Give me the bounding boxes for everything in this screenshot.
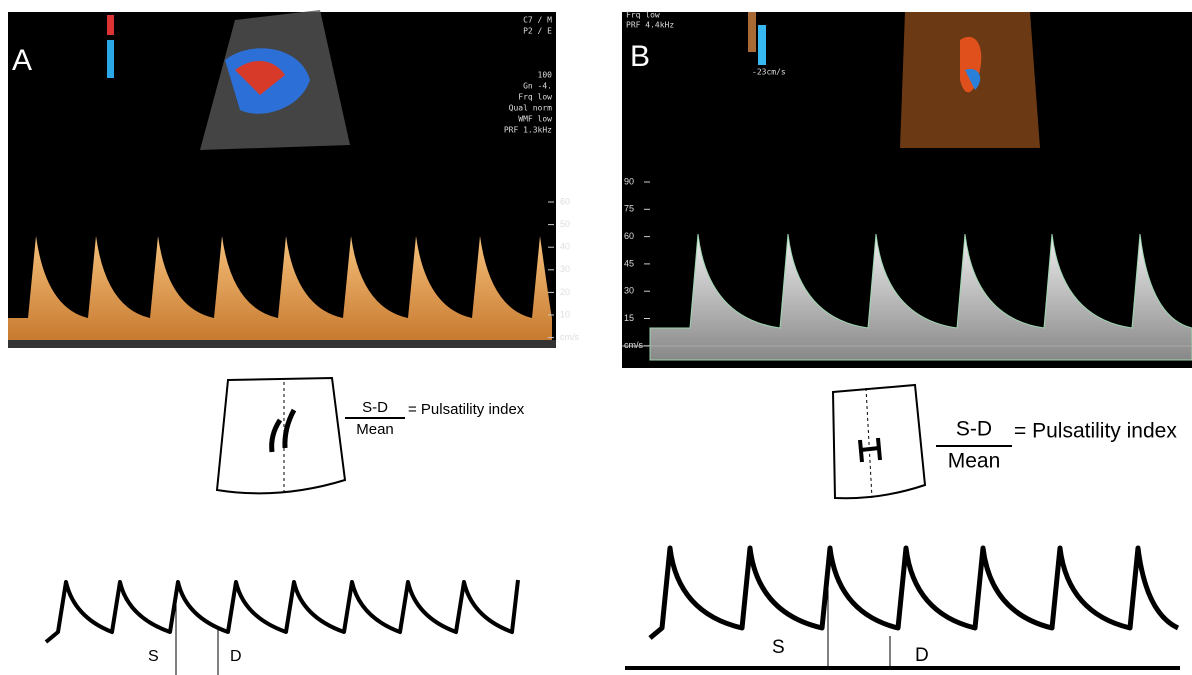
colorbar-a — [107, 15, 114, 35]
figure: A B S-D Mean = Pulsatility index S-D Mea… — [0, 0, 1192, 675]
overlay-text: Qual norm — [509, 104, 553, 113]
s-label: S — [148, 648, 159, 665]
axis-tick-label: 60 — [560, 196, 570, 206]
panel-label: B — [630, 40, 650, 73]
overlay-text: 100 — [538, 71, 553, 80]
overlay-text: Frq low — [626, 11, 660, 20]
colorbar-b — [748, 12, 756, 52]
s-label: S — [772, 637, 785, 658]
axis-tick-label: 90 — [624, 176, 634, 186]
numerator: S-D — [362, 399, 388, 416]
colorbar-a2 — [107, 40, 114, 78]
overlay-text: WMF low — [518, 115, 552, 124]
baseline-a — [8, 340, 556, 348]
axis-tick-label: 20 — [560, 287, 570, 297]
formula-result: = Pulsatility index — [1014, 420, 1177, 443]
axis-tick-label: 30 — [624, 286, 634, 296]
overlay-text: C7 / M — [523, 16, 552, 25]
overlay-text: Frq low — [518, 93, 552, 102]
probe-diagram-a — [217, 378, 345, 493]
d-label: D — [915, 645, 929, 666]
axis-tick-label: cm/s — [624, 340, 643, 350]
overlay-text: PRF 4.4kHz — [626, 21, 674, 30]
trace-b — [650, 548, 1178, 638]
axis-tick-label: 60 — [624, 231, 634, 241]
axis-tick-label: 45 — [624, 258, 634, 268]
panel-label: A — [12, 44, 32, 77]
overlay-text: PRF 1.3kHz — [504, 126, 552, 135]
axis-tick-label: cm/s — [560, 332, 579, 342]
numerator: S-D — [956, 418, 992, 441]
axis-tick-label: 40 — [560, 242, 570, 252]
axis-tick-label: 50 — [560, 219, 570, 229]
overlay-text: Gn -4. — [523, 82, 552, 91]
colorbar-b2 — [758, 25, 766, 65]
trace-a — [46, 580, 518, 642]
formula-result: = Pulsatility index — [408, 401, 525, 418]
overlay-text: P2 / E — [523, 27, 552, 36]
denominator: Mean — [948, 450, 1001, 473]
denominator: Mean — [356, 421, 394, 438]
d-label: D — [230, 648, 242, 665]
overlay-text: -23cm/s — [752, 68, 786, 77]
axis-tick-label: 30 — [560, 264, 570, 274]
axis-tick-label: 15 — [624, 313, 634, 323]
axis-tick-label: 75 — [624, 204, 634, 214]
axis-tick-label: 10 — [560, 309, 570, 319]
